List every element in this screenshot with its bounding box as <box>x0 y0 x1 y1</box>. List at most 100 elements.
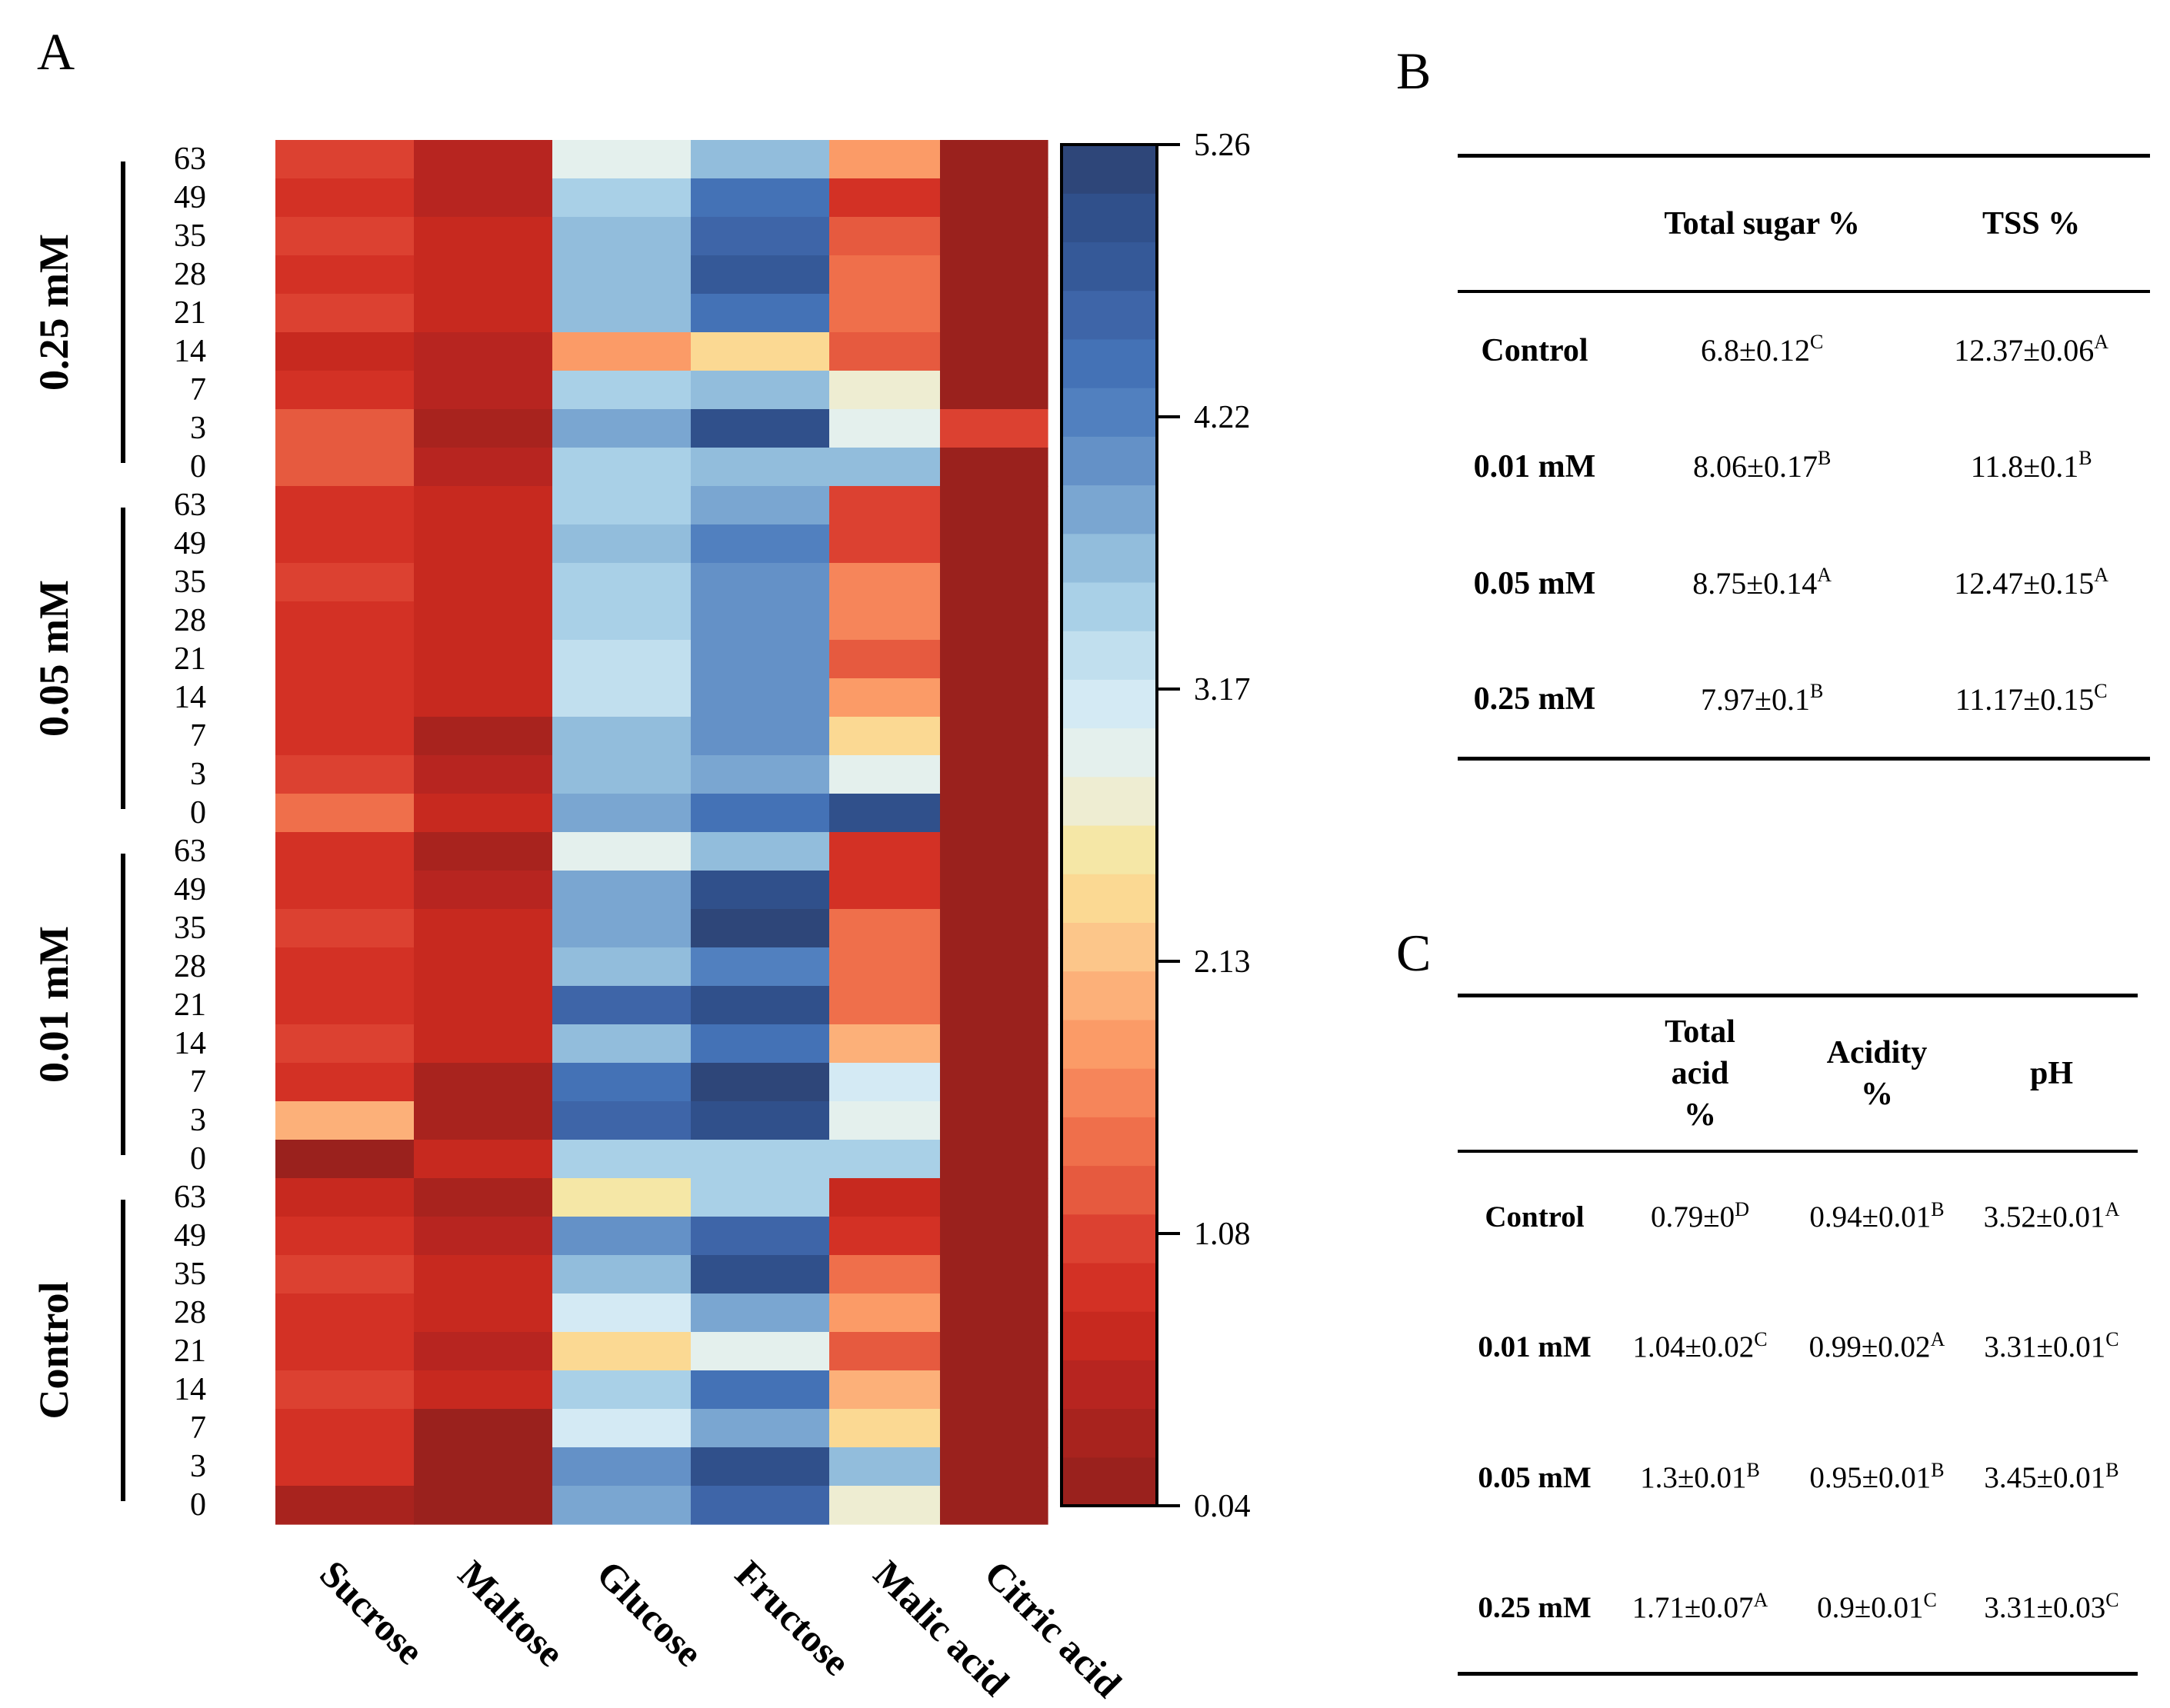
acidity-cell: 0.99±0.02A <box>1808 1328 1945 1363</box>
heatmap-cell <box>414 332 553 371</box>
row-label: 63 <box>174 834 206 869</box>
heatmap-cell <box>414 1063 553 1102</box>
table-b-header-row: Total sugar % TSS % <box>1458 154 2150 293</box>
total-acid-cell: 1.04±0.02C <box>1632 1328 1768 1363</box>
heatmap-cell <box>414 371 553 410</box>
colorbar-swatch <box>1062 727 1157 777</box>
heatmap-cell <box>552 1217 692 1256</box>
heatmap-cell <box>414 1024 553 1064</box>
row-label: 14 <box>174 334 206 369</box>
heatmap-cell <box>414 1332 553 1371</box>
heatmap-cell <box>829 1447 941 1487</box>
heatmap-cell <box>414 678 553 717</box>
heatmap-cell <box>552 1332 692 1371</box>
heatmap-cell <box>275 294 415 333</box>
heatmap-cell <box>552 332 692 371</box>
colorbar-swatch <box>1062 1165 1157 1215</box>
heatmap-cell <box>829 1140 941 1179</box>
heatmap-cell <box>829 255 941 295</box>
heatmap-cell <box>691 1178 830 1217</box>
table-c-header-acidity: Acidity% <box>1788 994 1965 1153</box>
heatmap-cell <box>414 909 553 948</box>
table-b-header-total-sugar: Total sugar % <box>1612 154 1913 293</box>
heatmap-cell <box>691 986 830 1025</box>
heatmap-cell <box>552 717 692 756</box>
heatmap-cell <box>275 409 415 448</box>
heatmap-cell <box>552 178 692 218</box>
colorbar-swatch <box>1062 874 1157 924</box>
row-label: 35 <box>174 1257 206 1292</box>
heatmap-cell <box>552 678 692 717</box>
colorbar-swatch <box>1062 1019 1157 1069</box>
row-label: 63 <box>174 1180 206 1215</box>
heatmap-cell <box>691 909 830 948</box>
heatmap-cell <box>275 217 415 256</box>
heatmap-cell <box>691 640 830 679</box>
heatmap-cell <box>691 1255 830 1294</box>
row-label: 3 <box>190 757 206 792</box>
row-labels: 6349352821147306349352821147306349352821… <box>174 142 206 1523</box>
heatmap-cell <box>552 871 692 910</box>
row-label: 7 <box>190 718 206 754</box>
heatmap-cell <box>691 717 830 756</box>
heatmap-cell <box>940 1447 1048 1487</box>
heatmap-cell <box>275 1101 415 1140</box>
heatmap-cell <box>414 1409 553 1448</box>
heatmap-cell <box>940 1255 1048 1294</box>
heatmap-cell <box>691 140 830 179</box>
heatmap-cell <box>940 601 1048 641</box>
table-row: Control 0.79±0D 0.94±0.01B 3.52±0.01A <box>1458 1151 2138 1282</box>
heatmap-cell <box>691 1486 830 1525</box>
row-label: 14 <box>174 1372 206 1407</box>
heatmap-cell <box>275 1255 415 1294</box>
row-label: 7 <box>190 372 206 408</box>
heatmap-cell <box>829 755 941 794</box>
colorbar-swatch <box>1062 581 1157 631</box>
table-row: Control 6.8±0.12C 12.37±0.06A <box>1458 291 2150 408</box>
row-label: 21 <box>174 641 206 677</box>
total-sugar-cell: 8.75±0.14A <box>1692 564 1832 601</box>
row-label: 3 <box>190 1103 206 1138</box>
heatmap-cell <box>940 717 1048 756</box>
row-label: 0.25 mM <box>1458 641 1612 761</box>
colorbar-swatch <box>1062 1214 1157 1264</box>
heatmap-cell <box>275 448 415 487</box>
heatmap-cell <box>552 1447 692 1487</box>
heatmap-cell <box>275 563 415 602</box>
heatmap-cell <box>414 178 553 218</box>
heatmap-cell <box>940 371 1048 410</box>
acidity-cell: 0.9±0.01C <box>1788 1543 1965 1676</box>
heatmap-cell <box>691 1370 830 1410</box>
heatmap-cell <box>829 794 941 833</box>
heatmap-cell <box>275 178 415 218</box>
heatmap-cell <box>275 486 415 525</box>
table-c-header-ph: pH <box>1965 994 2138 1153</box>
heatmap-cell <box>940 448 1048 487</box>
heatmap-cell <box>414 448 553 487</box>
heatmap-cell <box>940 871 1048 910</box>
heatmap-cell <box>940 1178 1048 1217</box>
heatmap-cell <box>829 1409 941 1448</box>
heatmap-cell <box>829 1255 941 1294</box>
row-label: 49 <box>174 180 206 215</box>
heatmap-cell <box>829 1217 941 1256</box>
heatmap-cell <box>414 1293 553 1333</box>
heatmap-cell <box>940 755 1048 794</box>
acidity-cell: 0.95±0.01B <box>1809 1459 1945 1494</box>
heatmap-cell <box>414 486 553 525</box>
heatmap-cell <box>691 486 830 525</box>
heatmap-cell <box>829 371 941 410</box>
heatmap-cell <box>414 294 553 333</box>
colorbar-tick-label: 1.08 <box>1194 1217 1251 1252</box>
table-b-corner <box>1458 154 1612 293</box>
heatmap-cell <box>691 563 830 602</box>
heatmap-cell <box>829 909 941 948</box>
heatmap-cell <box>829 1332 941 1371</box>
colorbar-swatch <box>1062 1360 1157 1410</box>
heatmap-cell <box>940 640 1048 679</box>
heatmap-cell <box>940 1063 1048 1102</box>
row-label: 21 <box>174 1333 206 1369</box>
heatmap-cell <box>414 1140 553 1179</box>
heatmap-cell <box>414 255 553 295</box>
colorbar-swatch <box>1062 1117 1157 1167</box>
